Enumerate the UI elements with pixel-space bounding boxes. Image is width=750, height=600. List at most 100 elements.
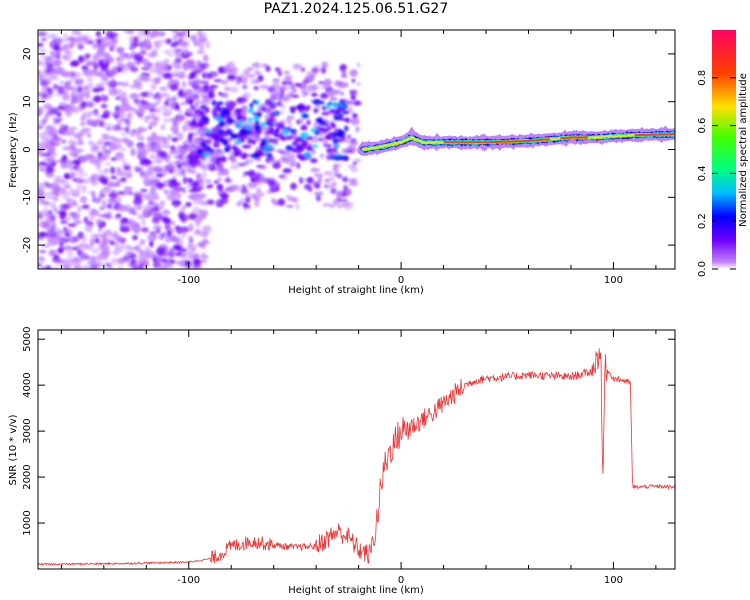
heatmap-cell xyxy=(249,102,254,109)
heatmap-cell xyxy=(319,132,324,139)
heatmap-cell xyxy=(244,70,249,75)
heatmap-cell xyxy=(43,202,50,207)
heatmap-cell xyxy=(247,67,254,71)
heatmap-cell xyxy=(297,103,306,110)
heatmap-cell xyxy=(47,183,58,188)
heatmap-cell xyxy=(68,203,74,208)
heatmap-cell xyxy=(163,189,169,195)
heatmap-cell xyxy=(220,155,226,163)
heatmap-cell xyxy=(98,226,103,233)
heatmap-cell xyxy=(113,230,118,238)
heatmap-cell xyxy=(292,197,299,204)
heatmap-cell xyxy=(69,102,75,111)
heatmap-cell xyxy=(64,244,72,250)
heatmap-cell xyxy=(65,258,75,265)
heatmap-cell xyxy=(147,136,155,141)
heatmap-cell xyxy=(73,265,83,269)
heatmap-cell xyxy=(97,243,106,249)
heatmap-cell xyxy=(289,162,295,168)
heatmap-cell xyxy=(41,152,52,157)
heatmap-cell xyxy=(69,143,77,149)
heatmap-cell xyxy=(106,203,113,209)
heatmap-cell xyxy=(265,65,271,72)
heatmap-cell xyxy=(41,85,49,93)
heatmap-cell xyxy=(275,148,285,153)
heatmap-cell xyxy=(170,42,177,48)
heatmap-cell xyxy=(97,152,102,159)
heatmap-cell xyxy=(149,251,156,259)
heatmap-cell xyxy=(306,176,314,184)
heatmap-cell xyxy=(186,58,196,67)
heatmap-cell xyxy=(189,141,197,148)
heatmap-cell xyxy=(220,107,227,111)
heatmap-cell xyxy=(45,125,55,131)
heatmap-cell xyxy=(339,65,346,72)
heatmap-cell xyxy=(320,92,329,99)
heatmap-cell xyxy=(205,179,212,184)
heatmap-cell xyxy=(306,105,311,110)
heatmap-cell xyxy=(329,97,338,101)
heatmap-cell xyxy=(239,138,246,143)
heatmap-cell xyxy=(204,117,210,125)
heatmap-cell xyxy=(162,72,173,80)
heatmap-cell xyxy=(287,121,293,128)
heatmap-cell xyxy=(160,257,169,263)
heatmap-cell xyxy=(187,235,194,240)
heatmap-cell xyxy=(57,229,64,236)
heatmap-cell xyxy=(349,69,358,77)
heatmap-cell xyxy=(133,61,140,65)
heatmap-cell xyxy=(235,78,240,86)
heatmap-cell xyxy=(52,116,57,120)
heatmap-cell xyxy=(129,45,135,51)
heatmap-cell xyxy=(181,80,187,88)
heatmap-cell xyxy=(253,114,259,122)
heatmap-cell xyxy=(237,162,247,167)
heatmap-cell xyxy=(261,107,266,112)
heatmap-cell xyxy=(87,259,96,266)
heatmap-noise xyxy=(38,30,362,269)
heatmap-cell xyxy=(242,202,248,208)
heatmap-cell xyxy=(327,101,333,106)
heatmap-cell xyxy=(234,184,242,192)
heatmap-cell xyxy=(193,231,202,236)
heatmap-cell xyxy=(289,106,297,111)
heatmap-cell xyxy=(38,131,46,139)
heatmap-cell xyxy=(160,92,170,98)
heatmap-cell xyxy=(285,145,293,152)
heatmap-cell xyxy=(66,198,76,205)
heatmap-cell xyxy=(149,230,158,236)
heatmap-cell xyxy=(78,95,83,101)
heatmap-cell xyxy=(177,87,185,94)
heatmap-cell xyxy=(242,92,251,100)
heatmap-cell xyxy=(118,222,125,226)
heatmap-cell xyxy=(253,124,262,132)
heatmap-cell xyxy=(68,163,74,168)
heatmap-cell xyxy=(274,67,281,72)
heatmap-cell xyxy=(255,171,262,180)
heatmap-cell xyxy=(103,238,112,244)
heatmap-cell xyxy=(133,36,139,42)
heatmap-cell xyxy=(234,139,242,144)
heatmap-cell xyxy=(218,120,226,127)
heatmap-cell xyxy=(241,144,252,149)
heatmap-cell xyxy=(140,227,149,233)
heatmap-cell xyxy=(222,110,232,115)
heatmap-cell xyxy=(260,122,267,127)
heatmap-cell xyxy=(70,211,80,220)
heatmap-cell xyxy=(147,113,157,121)
heatmap-cell xyxy=(129,84,140,89)
heatmap-cell xyxy=(349,89,354,96)
heatmap-cell xyxy=(134,165,141,173)
spectrogram-y-axis-title: Frequency (Hz) xyxy=(8,112,19,188)
heatmap-cell xyxy=(175,260,180,265)
heatmap-cell xyxy=(290,83,295,90)
heatmap-cell xyxy=(182,176,188,185)
heatmap-cell xyxy=(95,118,101,124)
heatmap-cell xyxy=(256,111,262,117)
heatmap-cell xyxy=(108,136,117,141)
heatmap-cell xyxy=(282,168,292,174)
heatmap-cell xyxy=(109,200,119,205)
heatmap-cell xyxy=(86,40,94,45)
heatmap-cell xyxy=(141,219,146,226)
